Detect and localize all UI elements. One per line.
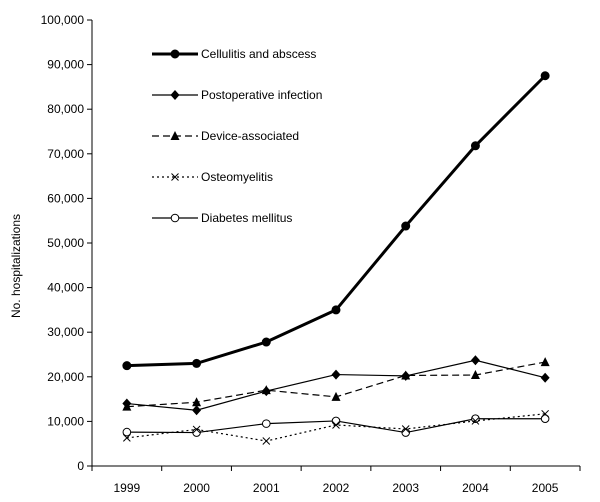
x-tick-label: 2000 xyxy=(183,481,210,495)
series-cellulitis-and-abscess xyxy=(122,71,550,371)
y-tick-label: 50,000 xyxy=(47,236,84,250)
series-postoperative-infection xyxy=(122,355,550,416)
series-line xyxy=(126,74,547,368)
y-axis-title: No. hospitalizations xyxy=(9,214,23,318)
series-layer xyxy=(122,71,550,445)
data-point-stroke xyxy=(332,421,340,429)
x-tick-label: 1999 xyxy=(114,481,141,495)
series-diabetes-mellitus xyxy=(122,414,550,437)
data-point xyxy=(331,369,341,380)
x-tick-label: 2003 xyxy=(392,481,419,495)
data-point xyxy=(262,437,271,445)
data-point xyxy=(331,391,341,401)
data-point xyxy=(401,428,411,437)
x-tick-label: 2005 xyxy=(532,481,559,495)
legend-item: Cellulitis and abscess xyxy=(152,47,316,61)
data-point xyxy=(171,173,179,181)
data-point xyxy=(261,419,271,428)
data-point-stroke xyxy=(401,425,410,433)
data-point xyxy=(261,337,271,347)
data-point xyxy=(122,398,132,409)
y-tick-label: 90,000 xyxy=(47,58,84,72)
legend: Cellulitis and abscess Postoperative infe… xyxy=(152,47,322,225)
x-tick-label: 2002 xyxy=(323,481,350,495)
data-point-stroke xyxy=(541,409,549,418)
data-point xyxy=(332,421,340,429)
data-point xyxy=(261,386,271,397)
data-point xyxy=(540,71,550,81)
data-point xyxy=(540,357,550,367)
legend-label: Postoperative infection xyxy=(201,88,322,102)
data-point xyxy=(401,425,410,433)
y-tick-label: 100,000 xyxy=(41,13,85,27)
y-tick-label: 30,000 xyxy=(47,325,84,339)
data-point xyxy=(192,358,202,368)
data-point-stroke xyxy=(262,437,271,445)
x-tick-label: 2001 xyxy=(253,481,280,495)
legend-label: Device-associated xyxy=(201,129,299,143)
data-point-stroke xyxy=(171,173,179,181)
data-point xyxy=(401,370,411,381)
y-tick-label: 0 xyxy=(77,459,84,473)
series-osteomyelitis xyxy=(123,409,549,445)
data-point xyxy=(170,90,180,100)
data-point xyxy=(122,427,132,437)
y-tick-label: 80,000 xyxy=(47,102,84,116)
y-tick-label: 60,000 xyxy=(47,191,84,205)
data-point xyxy=(331,305,341,315)
y-tick-label: 40,000 xyxy=(47,281,84,295)
data-point xyxy=(540,372,550,383)
data-point-stroke xyxy=(471,417,480,425)
data-point xyxy=(541,409,549,418)
data-point-stroke xyxy=(123,434,131,442)
data-point xyxy=(331,416,341,426)
data-point xyxy=(470,141,480,151)
x-tick-label: 2004 xyxy=(462,481,489,495)
legend-label: Diabetes mellitus xyxy=(201,211,292,225)
data-point xyxy=(122,361,132,371)
data-point-stroke xyxy=(192,425,201,434)
axes: 0 10,000 20,000 30,000 40,000 50,000 60,000 70,… xyxy=(41,13,581,495)
data-point xyxy=(540,414,550,424)
y-tick-label: 10,000 xyxy=(47,414,84,428)
y-tick-label: 20,000 xyxy=(47,370,84,384)
legend-item: Osteomyelitis xyxy=(152,170,273,184)
legend-item: Device-associated xyxy=(152,129,299,143)
data-point xyxy=(170,213,180,223)
data-point xyxy=(401,221,411,231)
legend-item: Postoperative infection xyxy=(152,88,322,102)
legend-item: Diabetes mellitus xyxy=(152,211,292,225)
data-point xyxy=(470,370,480,380)
y-tick-label: 70,000 xyxy=(47,147,84,161)
legend-label: Osteomyelitis xyxy=(201,170,273,184)
data-point xyxy=(470,355,480,366)
data-point xyxy=(123,434,131,442)
data-point xyxy=(170,131,180,140)
data-point xyxy=(192,397,202,407)
data-point xyxy=(170,49,180,59)
data-point xyxy=(192,405,202,416)
series-line xyxy=(126,359,546,411)
data-point xyxy=(471,417,480,425)
data-point xyxy=(192,425,201,434)
legend-label: Cellulitis and abscess xyxy=(201,47,316,61)
